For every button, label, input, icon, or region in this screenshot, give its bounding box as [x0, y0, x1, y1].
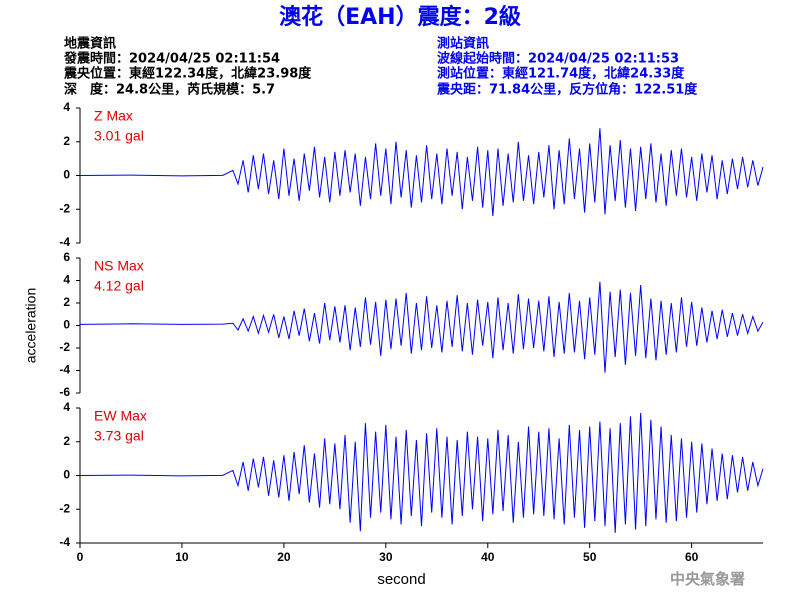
y-tick-label: 4 [63, 100, 70, 114]
y-tick-label: -4 [59, 235, 70, 249]
info-left: 地震資訊 [64, 36, 116, 52]
y-tick-label: 0 [63, 468, 70, 482]
y-tick-label: 2 [63, 134, 70, 148]
x-tick-label: 50 [583, 550, 597, 564]
max-label: NS Max [94, 258, 144, 274]
y-tick-label: -6 [59, 385, 70, 399]
x-tick-label: 40 [481, 550, 495, 564]
waveform [79, 281, 764, 373]
info-right: 震央距：71.84公里，反方位角：122.51度 [436, 82, 698, 98]
y-tick-label: -2 [59, 340, 70, 354]
y-tick-label: 0 [63, 168, 70, 182]
info-left: 發震時間：2024/04/25 02:11:54 [63, 51, 280, 67]
info-right: 波線起始時間：2024/04/25 02:11:53 [437, 51, 679, 67]
max-label: 3.73 gal [94, 428, 144, 444]
x-tick-label: 30 [379, 550, 393, 564]
max-label: 3.01 gal [94, 128, 144, 144]
x-tick-label: 60 [685, 550, 699, 564]
info-right: 測站資訊 [437, 36, 489, 52]
x-tick-label: 10 [175, 550, 189, 564]
max-label: EW Max [94, 408, 147, 424]
y-tick-label: 6 [63, 250, 70, 264]
y-tick-label: -2 [59, 501, 70, 515]
y-tick-label: -4 [59, 363, 70, 377]
x-axis-label: second [377, 571, 425, 588]
x-tick-label: 0 [77, 550, 84, 564]
max-label: 4.12 gal [94, 278, 144, 294]
y-tick-label: -4 [59, 535, 70, 549]
y-tick-label: 4 [63, 273, 70, 287]
waveform [79, 413, 764, 533]
y-tick-label: 4 [63, 400, 70, 414]
info-left: 深 度：24.8公里，芮氏規模：5.7 [64, 82, 275, 98]
y-tick-label: 2 [63, 434, 70, 448]
y-tick-label: 2 [63, 295, 70, 309]
y-tick-label: -2 [59, 201, 70, 215]
info-right: 測站位置：東經121.74度，北緯24.33度 [437, 66, 685, 82]
x-tick-label: 20 [277, 550, 291, 564]
y-tick-label: 0 [63, 318, 70, 332]
y-axis-label: acceleration [23, 288, 39, 364]
watermark: 中央氣象署 [670, 570, 745, 588]
chart-title: 澳花（EAH）震度：2級 [279, 4, 521, 30]
waveform [79, 128, 764, 217]
info-left: 震央位置：東經122.34度，北緯23.98度 [63, 66, 312, 82]
max-label: Z Max [94, 108, 133, 124]
